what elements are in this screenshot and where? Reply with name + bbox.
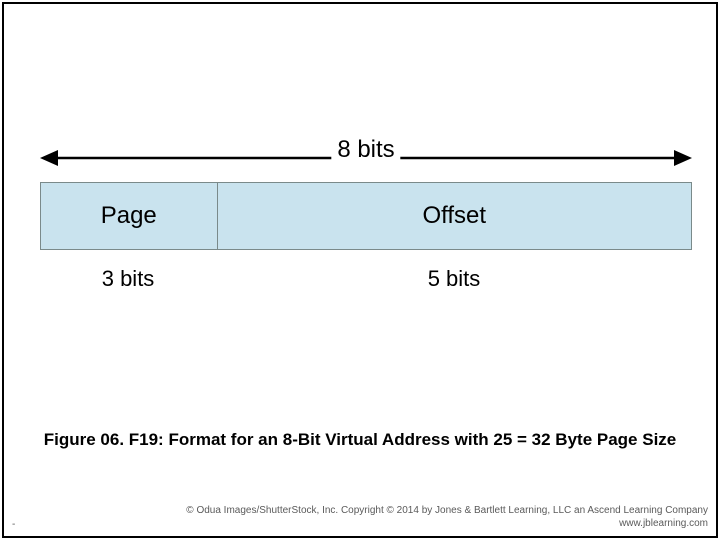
figure-caption: Figure 06. F19: Format for an 8-Bit Virt… xyxy=(0,430,720,450)
bits-label-offset: 5 bits xyxy=(216,266,692,292)
address-format-diagram: 8 bits PageOffset 3 bits5 bits xyxy=(40,134,692,292)
footer-copy: © Odua Images/ShutterStock, Inc. Copyrig… xyxy=(186,504,708,530)
footer: - © Odua Images/ShutterStock, Inc. Copyr… xyxy=(12,504,708,530)
footer-url: www.jblearning.com xyxy=(186,517,708,530)
bit-width-labels-row: 3 bits5 bits xyxy=(40,266,692,292)
bits-label-page: 3 bits xyxy=(40,266,216,292)
field-page: Page xyxy=(41,183,217,249)
footer-copyright: © Odua Images/ShutterStock, Inc. Copyrig… xyxy=(186,504,708,517)
field-offset: Offset xyxy=(217,183,692,249)
caption-prefix: Figure 06. F19: xyxy=(44,430,164,449)
address-fields: PageOffset xyxy=(40,182,692,250)
caption-text: Format for an 8-Bit Virtual Address with… xyxy=(168,430,676,449)
total-bits-label: 8 bits xyxy=(331,136,400,164)
total-bits-arrow-row: 8 bits xyxy=(40,134,692,178)
footer-dash: - xyxy=(12,519,15,530)
